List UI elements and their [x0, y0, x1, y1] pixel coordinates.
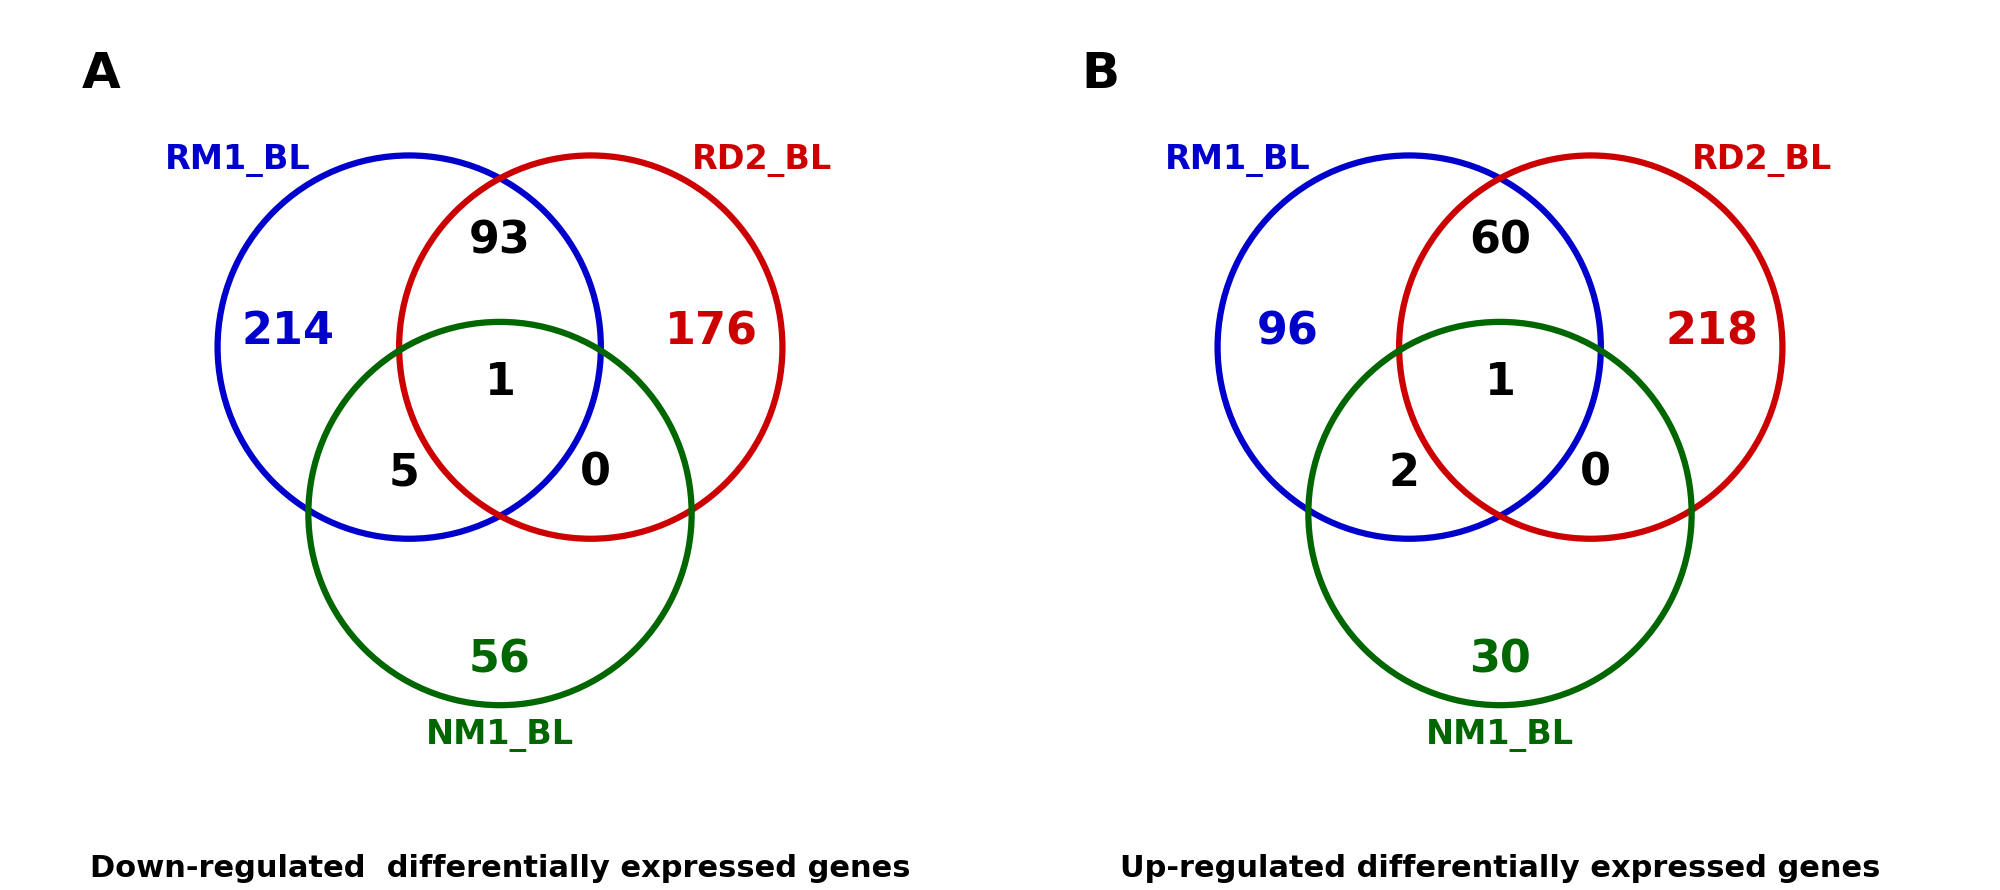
Text: 30: 30 [1470, 638, 1530, 681]
Text: RD2_BL: RD2_BL [692, 144, 832, 177]
Text: RM1_BL: RM1_BL [1164, 144, 1310, 177]
Text: 60: 60 [1468, 220, 1532, 263]
Text: 218: 218 [1666, 311, 1758, 353]
Text: 176: 176 [666, 311, 758, 353]
Text: A: A [82, 50, 120, 98]
Text: 1: 1 [484, 361, 516, 404]
Text: 5: 5 [388, 452, 420, 495]
Text: NM1_BL: NM1_BL [1426, 719, 1574, 752]
Text: B: B [1082, 50, 1120, 98]
Text: 96: 96 [1258, 311, 1320, 353]
Text: Down-regulated  differentially expressed genes: Down-regulated differentially expressed … [90, 854, 910, 883]
Text: RM1_BL: RM1_BL [164, 144, 310, 177]
Text: RD2_BL: RD2_BL [1692, 144, 1832, 177]
Text: 1: 1 [1484, 361, 1516, 404]
Text: 93: 93 [470, 220, 530, 263]
Text: 0: 0 [580, 452, 612, 495]
Text: NM1_BL: NM1_BL [426, 719, 574, 752]
Text: 214: 214 [242, 311, 334, 353]
Text: Up-regulated differentially expressed genes: Up-regulated differentially expressed ge… [1120, 854, 1880, 883]
Text: 56: 56 [470, 638, 530, 681]
Text: 0: 0 [1580, 452, 1612, 495]
Text: 2: 2 [1388, 452, 1420, 495]
